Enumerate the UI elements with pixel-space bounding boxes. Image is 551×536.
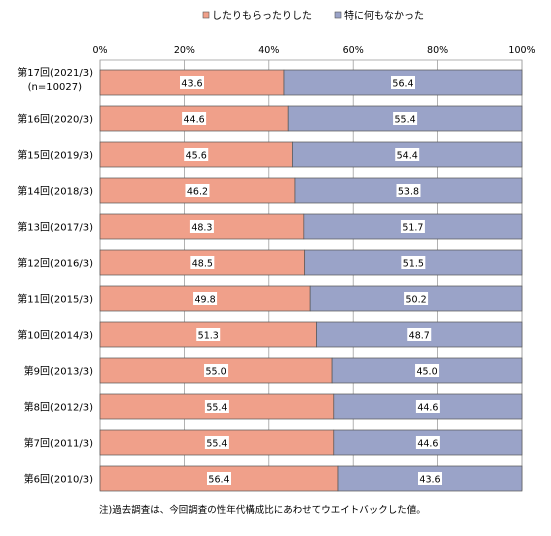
value-label-s2-row7: 50.2 (405, 295, 426, 306)
value-label-s1-row6: 48.5 (192, 259, 213, 270)
value-label-bg-s2-row2 (393, 112, 418, 125)
value-label-bg-s1-row11 (204, 436, 229, 449)
value-label-s2-row6: 51.5 (403, 259, 424, 270)
category-label-row6: 第12回(2016/3) (17, 257, 93, 270)
value-label-bg-s2-row12 (418, 472, 443, 485)
legend-swatch-1 (202, 11, 210, 19)
value-label-bg-s2-row1 (390, 76, 415, 89)
x-tick-label-4: 80% (427, 45, 448, 56)
category-label-row1: 第17回(2021/3) (n=10027) (17, 66, 93, 93)
x-tick-label-2: 40% (258, 45, 279, 56)
value-label-s1-row9: 55.0 (205, 367, 226, 378)
category-label-row4: 第14回(2018/3) (17, 185, 93, 198)
x-tick-label-3: 60% (343, 45, 364, 56)
value-label-s2-row4: 53.8 (398, 187, 419, 198)
value-label-bg-s2-row4 (396, 184, 421, 197)
value-label-s2-row3: 54.4 (397, 151, 418, 162)
value-label-bg-s2-row8 (407, 328, 432, 341)
value-label-s1-row3: 45.6 (186, 151, 207, 162)
category-label-row3: 第15回(2019/3) (17, 149, 93, 162)
value-label-bg-s2-row7 (404, 292, 429, 305)
category-label-row11: 第7回(2011/3) (24, 437, 93, 450)
value-label-s2-row9: 45.0 (416, 367, 437, 378)
value-label-bg-s2-row3 (395, 148, 420, 161)
bar-s1-row11 (99, 429, 335, 456)
x-tick-label-5: 100% (508, 45, 535, 56)
x-axis-ticks: 0% 20% 40% 60% 80% 100% (92, 45, 535, 56)
category-label-line-2: (n=10027) (28, 82, 82, 93)
value-label-s2-row12: 43.6 (419, 475, 440, 486)
value-label-bg-s2-row9 (415, 364, 440, 377)
legend-swatch-2 (334, 11, 342, 19)
value-label-bg-s2-row6 (401, 256, 426, 269)
legend-label-1: したりもらったりした (212, 10, 312, 22)
legend: したりもらったりした 特に何もなかった (202, 9, 424, 22)
value-label-bg-s1-row12 (207, 472, 232, 485)
value-label-s2-row5: 51.7 (402, 223, 423, 234)
category-labels: 第17回(2021/3) (n=10027) 第16回(2020/3) 第15回(20… (17, 66, 93, 486)
value-label-bg-s1-row1 (179, 76, 204, 89)
value-label-bg-s1-row2 (182, 112, 207, 125)
value-label-bg-s1-row3 (184, 148, 209, 161)
category-label-row9: 第9回(2013/3) (24, 365, 93, 378)
bars: 43.6 56.4 44.6 55.4 45.6 54.4 46.2 53.8 48.3 51.7… (99, 69, 523, 492)
category-label-row5: 第13回(2017/3) (17, 221, 93, 234)
value-label-s2-row1: 56.4 (392, 79, 413, 90)
value-label-s1-row4: 46.2 (187, 187, 208, 198)
category-label-row8: 第10回(2014/3) (17, 329, 93, 342)
value-label-bg-s1-row5 (189, 220, 214, 233)
value-label-s1-row5: 48.3 (191, 223, 212, 234)
value-label-s1-row2: 44.6 (184, 115, 205, 126)
category-label-row2: 第16回(2020/3) (17, 113, 93, 126)
value-label-s1-row8: 51.3 (198, 331, 219, 342)
value-label-bg-s2-row10 (415, 400, 440, 413)
value-label-s1-row7: 49.8 (194, 295, 215, 306)
value-label-s2-row2: 55.4 (395, 115, 416, 126)
value-label-s2-row10: 44.6 (417, 403, 438, 414)
category-label-row10: 第8回(2012/3) (24, 401, 93, 414)
value-label-s2-row8: 48.7 (409, 331, 430, 342)
value-label-bg-s2-row5 (400, 220, 425, 233)
value-label-bg-s1-row4 (185, 184, 210, 197)
value-label-s1-row12: 56.4 (208, 475, 229, 486)
value-label-bg-s2-row11 (415, 436, 440, 449)
value-label-bg-s1-row8 (196, 328, 221, 341)
value-label-bg-s1-row9 (204, 364, 229, 377)
chart-note: 注)過去調査は、今回調査の性年代構成比にあわせてウエイトバックした値。 (99, 504, 426, 516)
category-label-line-1: 第17回(2021/3) (17, 66, 93, 79)
value-label-bg-s1-row6 (190, 256, 215, 269)
value-label-s1-row11: 55.4 (206, 439, 227, 450)
x-tick-label-0: 0% (92, 45, 107, 56)
legend-label-2: 特に何もなかった (344, 9, 424, 22)
x-tick-label-1: 20% (174, 45, 195, 56)
value-label-s2-row11: 44.6 (417, 439, 438, 450)
category-label-row7: 第11回(2015/3) (17, 293, 93, 306)
value-label-s1-row10: 55.4 (206, 403, 227, 414)
value-label-bg-s1-row10 (204, 400, 229, 413)
category-label-row12: 第6回(2010/3) (24, 473, 93, 486)
value-label-bg-s1-row7 (193, 292, 218, 305)
value-label-s1-row1: 43.6 (181, 79, 202, 90)
